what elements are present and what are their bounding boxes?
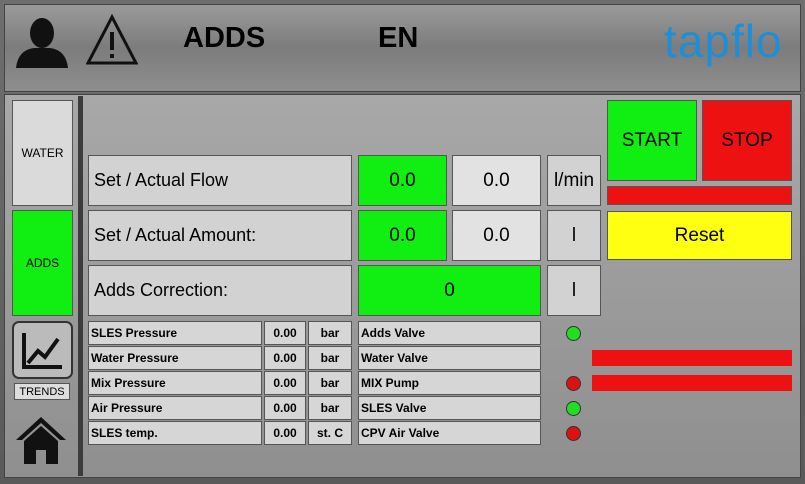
sensor-value: 0.00: [264, 421, 306, 445]
set-field[interactable]: 0.0: [358, 210, 447, 261]
sensor-unit: bar: [308, 396, 352, 420]
status-lamp: [566, 376, 581, 391]
valve-label: Adds Valve: [358, 321, 541, 345]
valve-label: MIX Pump: [358, 371, 541, 395]
actual-field: 0.0: [452, 155, 541, 206]
home-icon[interactable]: [14, 414, 68, 466]
logo: tapflo: [664, 15, 783, 67]
status-lamp: [566, 401, 581, 416]
water-button[interactable]: WATER: [12, 100, 73, 206]
sensor-unit: bar: [308, 371, 352, 395]
sensor-label: Air Pressure: [88, 396, 262, 420]
header: [4, 4, 801, 92]
adds-button[interactable]: ADDS: [12, 210, 73, 316]
sensor-unit: st. C: [308, 421, 352, 445]
valve-label: Water Valve: [358, 346, 541, 370]
row-label: Set / Actual Flow: [88, 155, 352, 206]
user-icon[interactable]: [14, 14, 70, 68]
actual-field: 0.0: [452, 210, 541, 261]
separator: [78, 96, 83, 476]
sensor-label: SLES Pressure: [88, 321, 262, 345]
value-field[interactable]: 0: [358, 265, 541, 316]
sensor-value: 0.00: [264, 371, 306, 395]
sensor-value: 0.00: [264, 321, 306, 345]
screen-title: ADDS: [183, 22, 266, 54]
sensor-label: Mix Pressure: [88, 371, 262, 395]
valve-label: CPV Air Valve: [358, 421, 541, 445]
valve-label: SLES Valve: [358, 396, 541, 420]
reset-button[interactable]: Reset: [607, 211, 792, 260]
sensor-value: 0.00: [264, 396, 306, 420]
trends-icon[interactable]: [12, 321, 73, 379]
status-lamp: [566, 426, 581, 441]
set-field[interactable]: 0.0: [358, 155, 447, 206]
sensor-unit: bar: [308, 346, 352, 370]
status-lamp: [566, 326, 581, 341]
sensor-unit: bar: [308, 321, 352, 345]
row-label: Adds Correction:: [88, 265, 352, 316]
alarm-bar: [592, 375, 792, 391]
row-label: Set / Actual Amount:: [88, 210, 352, 261]
stop-button[interactable]: STOP: [702, 100, 792, 181]
sensor-label: SLES temp.: [88, 421, 262, 445]
alarm-bar: [592, 350, 792, 366]
unit: l: [547, 210, 601, 261]
trends-label[interactable]: TRENDS: [14, 383, 70, 400]
sensor-value: 0.00: [264, 346, 306, 370]
status-bar: [607, 186, 792, 205]
start-button[interactable]: START: [607, 100, 697, 181]
unit: l/min: [547, 155, 601, 206]
unit: l: [547, 265, 601, 316]
language[interactable]: EN: [378, 22, 419, 54]
warning-icon[interactable]: [86, 14, 138, 66]
sensor-label: Water Pressure: [88, 346, 262, 370]
